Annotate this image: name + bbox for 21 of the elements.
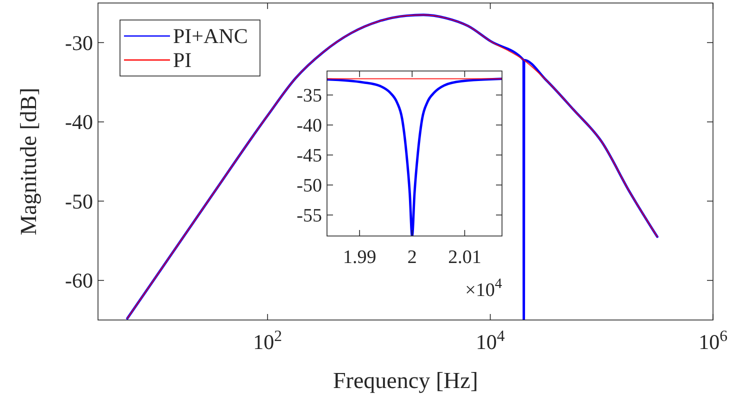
legend-label: PI (173, 48, 192, 72)
y-tick-label: -40 (65, 110, 93, 134)
x-tick-label: 10$^{2}$ (253, 328, 282, 354)
y-axis-title: Magnitude [dB] (16, 88, 41, 236)
y-tick-label: -45 (296, 146, 322, 167)
x-tick-label: 10$^{6}$ (698, 328, 728, 354)
x-tick-label: 10$^{4}$ (476, 328, 505, 354)
line-series (327, 78, 502, 236)
x-tick-label: 1.99 (342, 247, 376, 268)
annotation: ×10$^{4}$ (465, 276, 502, 301)
y-tick-label: -40 (296, 116, 322, 137)
y-tick-label: -30 (65, 30, 93, 55)
x-tick-label: 2 (407, 247, 417, 268)
y-tick-label: -50 (65, 189, 93, 214)
y-tick-label: -35 (296, 86, 322, 107)
y-tick-label: -50 (296, 176, 322, 197)
y-tick-label: -60 (65, 268, 93, 293)
legend-label: PI+ANC (173, 24, 248, 48)
x-axis-title: Frequency [Hz] (333, 368, 478, 393)
x-tick-label: 2.01 (448, 247, 482, 268)
y-tick-label: -55 (296, 206, 322, 227)
